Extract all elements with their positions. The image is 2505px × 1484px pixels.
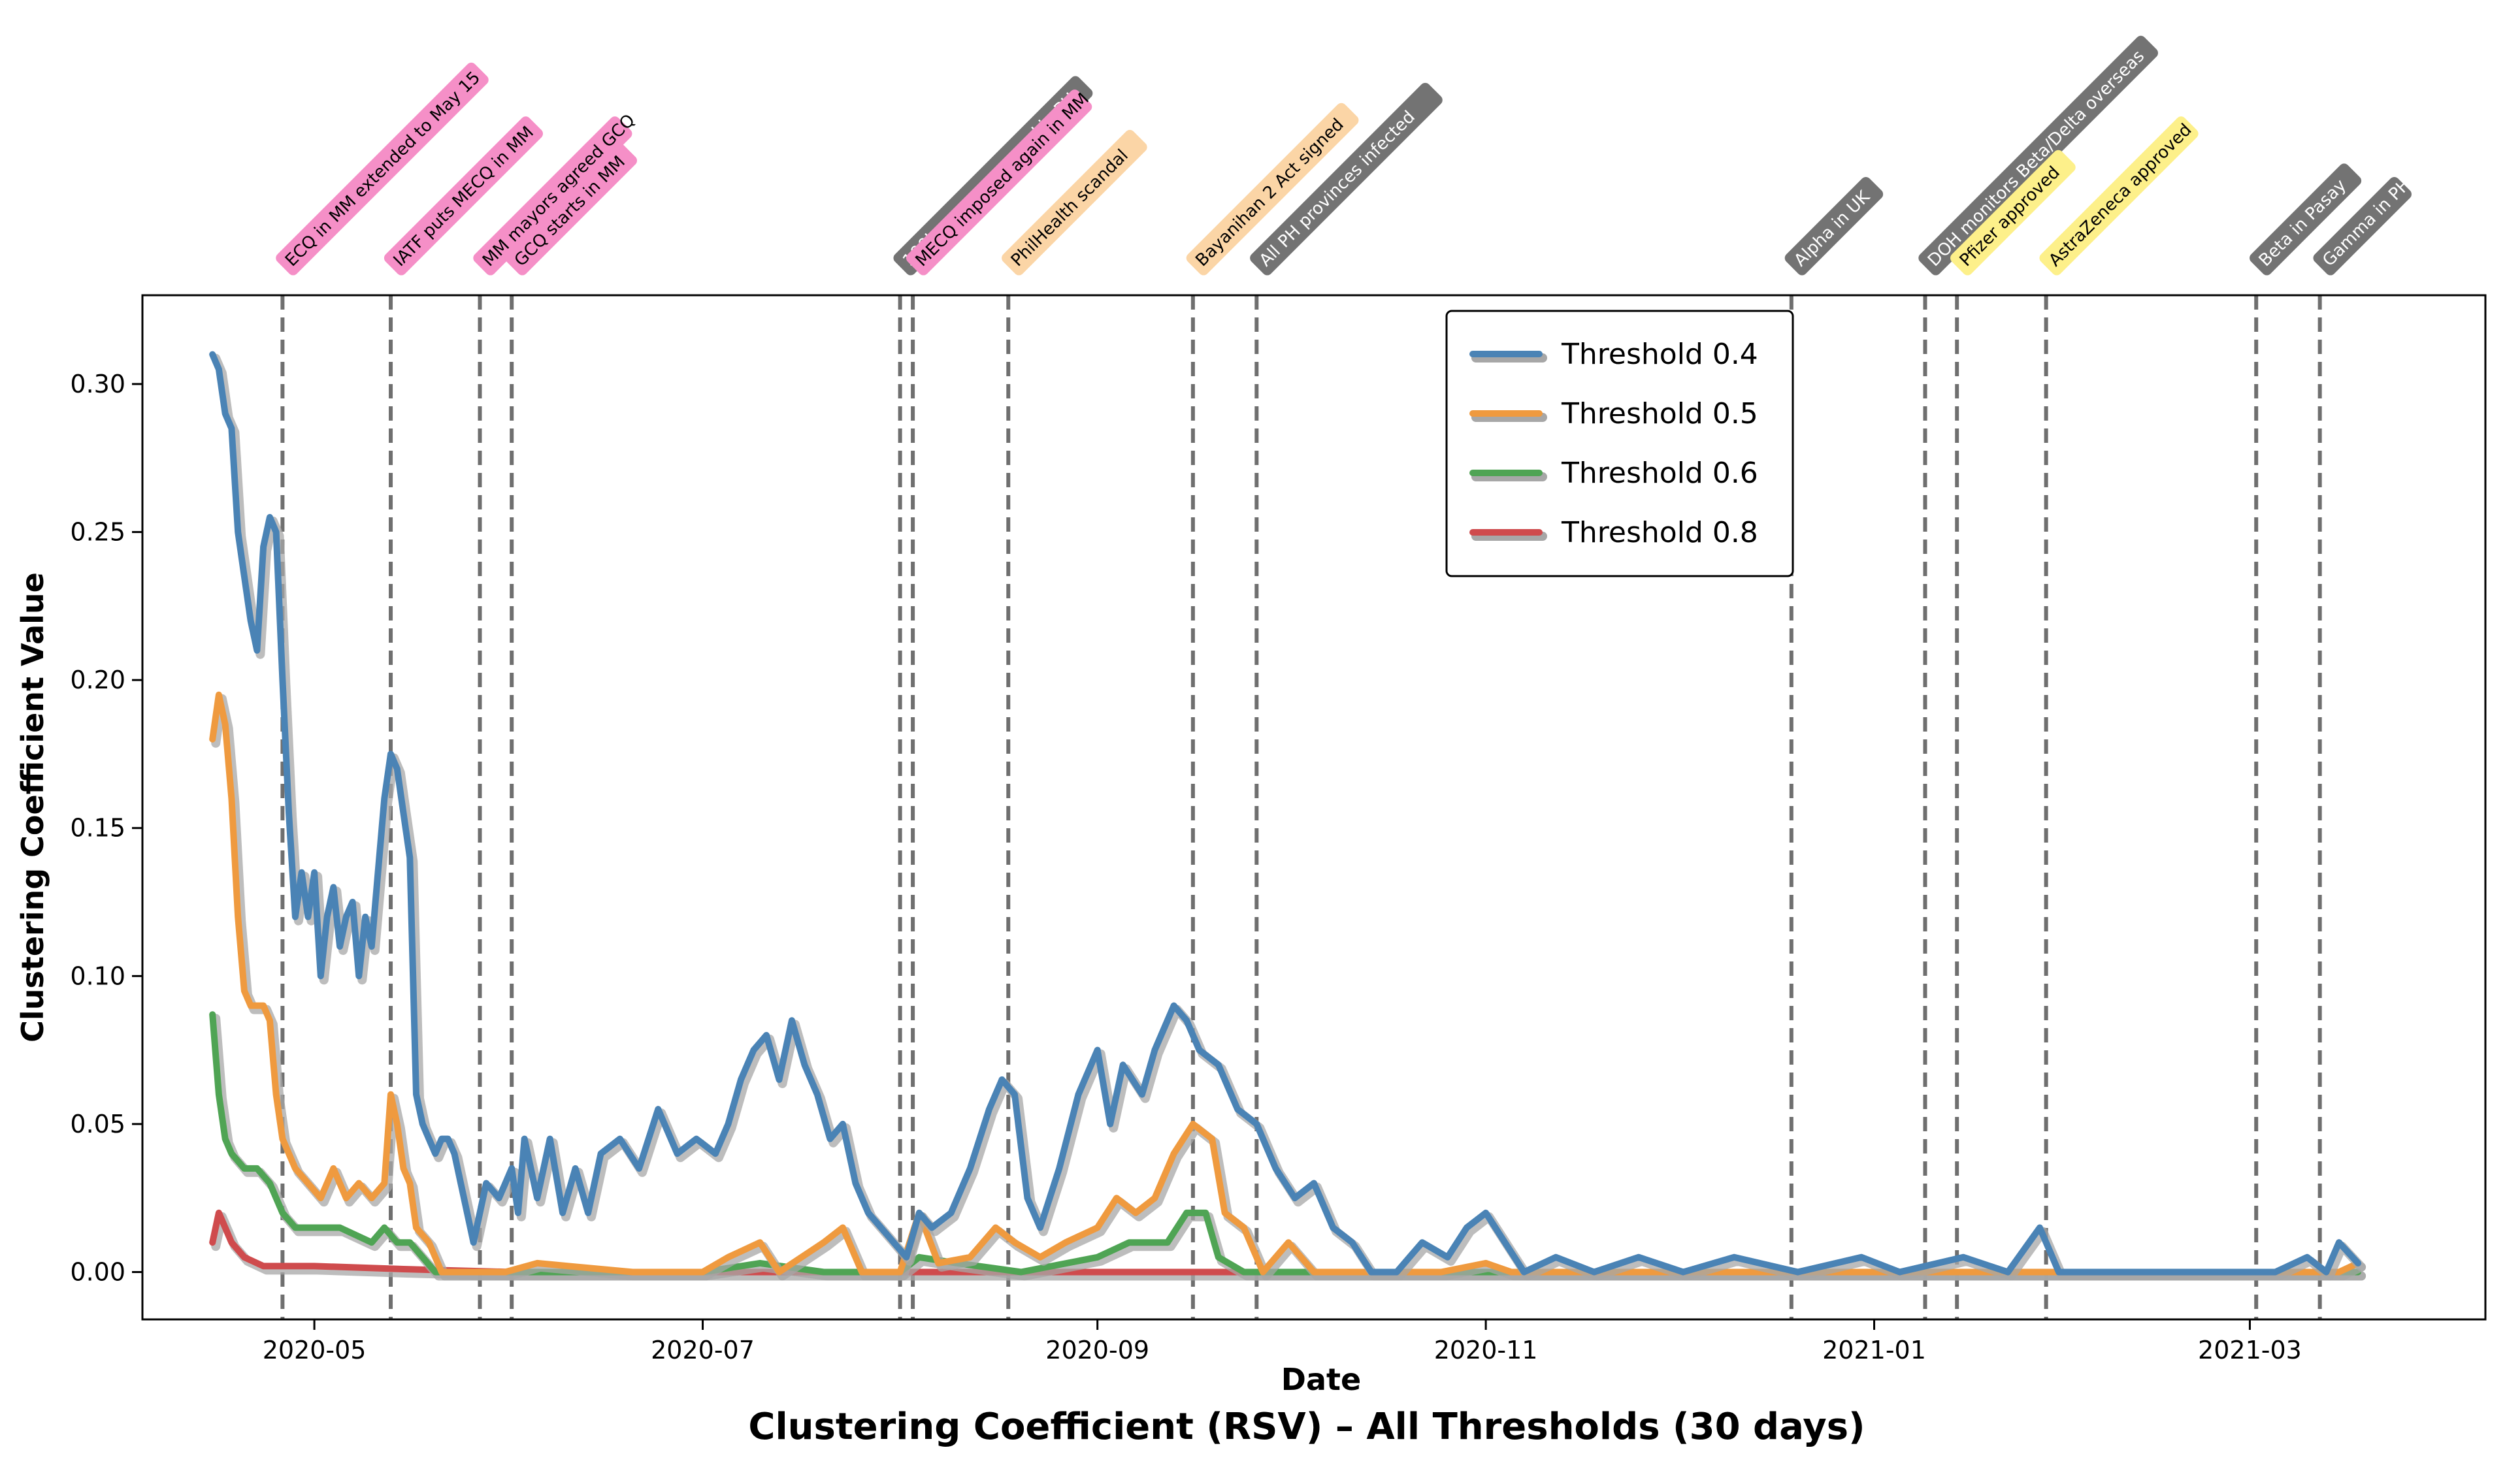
series-line <box>209 691 2362 1276</box>
event-label-badge <box>1784 176 1884 276</box>
y-tick-label: 0.25 <box>70 518 125 547</box>
series-lines <box>209 351 2366 1281</box>
y-axis-title: Clustering Coefficient Value <box>15 572 50 1042</box>
y-tick-label: 0.05 <box>70 1110 125 1138</box>
legend-label: Threshold 0.6 <box>1561 457 1758 490</box>
chart-title: Clustering Coefficient (RSV) – All Thres… <box>748 1406 1865 1448</box>
event-label-badge <box>473 116 632 276</box>
event-label-badge <box>1186 103 1359 276</box>
x-axis-title: Date <box>1281 1362 1361 1397</box>
x-tick-label: 2020-09 <box>1045 1336 1149 1364</box>
legend: Threshold 0.4 Threshold 0.5 Threshold 0.6 T… <box>1445 310 1794 577</box>
legend-label: Threshold 0.8 <box>1561 516 1758 549</box>
event-label-badge <box>1950 150 2076 276</box>
series-line <box>209 351 2362 1276</box>
series-line <box>209 1011 2362 1276</box>
y-tick-label: 0.15 <box>70 814 125 843</box>
event-label-badge <box>1002 129 1147 276</box>
event-label-badge <box>276 62 489 276</box>
event-label-badge <box>2039 116 2199 276</box>
legend-box <box>1445 310 1794 577</box>
event-label-badge <box>1918 35 2159 276</box>
x-axis: 2020-05 2020-07 2020-09 2020-11 2021-01 2021-… <box>263 1319 2302 1364</box>
event-label-badge <box>2250 163 2362 276</box>
event-label-badge <box>505 143 637 276</box>
series-threshold-0-5 <box>209 691 2366 1281</box>
y-tick-label: 0.10 <box>70 961 125 990</box>
y-tick-label: 0.20 <box>70 666 125 694</box>
x-tick-label: 2020-05 <box>263 1336 367 1364</box>
event-label-badge <box>1250 82 1443 276</box>
y-tick-label: 0.00 <box>70 1257 125 1286</box>
event-label-badge <box>2313 176 2412 276</box>
x-tick-label: 2021-03 <box>2198 1336 2302 1364</box>
event-label-badge <box>906 89 1092 276</box>
x-tick-label: 2020-11 <box>1434 1336 1538 1364</box>
legend-label: Threshold 0.4 <box>1561 338 1758 371</box>
event-label-badge <box>384 116 544 276</box>
series-threshold-0-6 <box>209 1011 2366 1281</box>
y-axis: 0.00 0.05 0.10 0.15 0.20 0.25 0.30 <box>70 370 142 1286</box>
y-tick-label: 0.30 <box>70 370 125 398</box>
legend-label: Threshold 0.5 <box>1561 397 1758 430</box>
x-tick-label: 2020-07 <box>651 1336 755 1364</box>
plot-area-frame <box>141 294 2487 1321</box>
series-threshold-0-4 <box>209 351 2366 1281</box>
x-tick-label: 2021-01 <box>1822 1336 1926 1364</box>
